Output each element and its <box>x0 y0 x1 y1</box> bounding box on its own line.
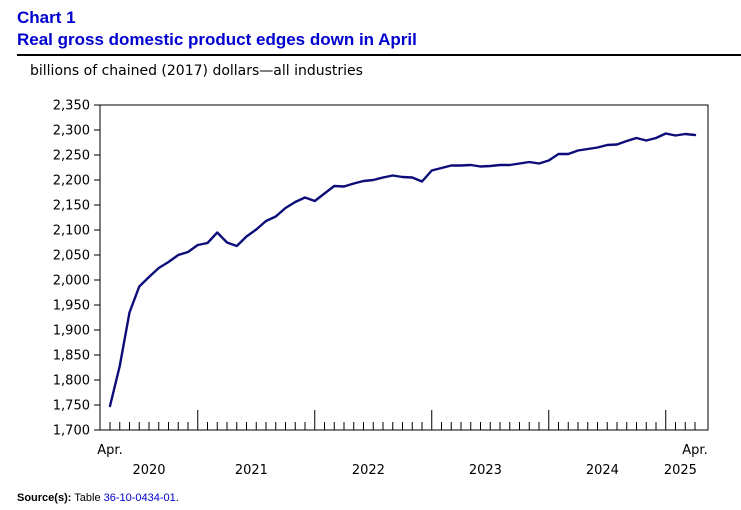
chart-number: Chart 1 <box>17 8 76 27</box>
x-year-label: 2023 <box>469 463 502 478</box>
source-text: Table <box>74 492 101 504</box>
x-axis: Apr. Apr. 2020 2021 2022 2023 2024 2025 <box>97 410 708 478</box>
y-tick-label: 1,850 <box>53 349 90 364</box>
y-tick-label: 2,350 <box>53 99 90 114</box>
plot-area <box>99 104 709 431</box>
y-tick-label: 2,200 <box>53 174 90 189</box>
y-tick-label: 2,150 <box>53 199 90 214</box>
y-tick-label: 2,100 <box>53 224 90 239</box>
y-tick-label: 2,300 <box>53 124 90 139</box>
source-suffix: . <box>175 492 179 504</box>
x-year-label: 2024 <box>586 463 619 478</box>
source-label: Source(s): <box>17 492 72 504</box>
y-tick-label: 1,750 <box>53 399 90 414</box>
chart-title: Real gross domestic product edges down i… <box>17 30 417 49</box>
title-divider <box>17 54 741 56</box>
y-tick-label: 1,900 <box>53 324 90 339</box>
y-tick-label: 1,950 <box>53 299 90 314</box>
series-line <box>108 132 697 408</box>
y-tick-label: 2,050 <box>53 249 90 264</box>
x-start-month-label: Apr. <box>97 443 122 458</box>
x-year-label: 2025 <box>664 463 697 478</box>
series-layer <box>108 132 697 408</box>
unit-label: billions of chained (2017) dollars—all i… <box>30 63 363 79</box>
y-tick-label: 2,250 <box>53 149 90 164</box>
x-year-label: 2020 <box>132 463 165 478</box>
y-tick-label: 2,000 <box>53 274 90 289</box>
x-year-label: 2021 <box>235 463 268 478</box>
y-tick-label: 1,700 <box>53 424 90 439</box>
source-table-link[interactable]: 36-10-0434-01 <box>103 492 176 504</box>
y-axis: 1,700 1,750 1,800 1,850 1,900 1,950 2,000 2,050… <box>53 99 100 439</box>
x-year-label: 2022 <box>352 463 385 478</box>
y-tick-label: 1,800 <box>53 374 90 389</box>
x-end-month-label: Apr. <box>682 443 707 458</box>
line-chart: 1,700 1,750 1,800 1,850 1,900 1,950 2,000 2,050… <box>53 99 709 478</box>
source-note: Source(s): Table 36-10-0434-01. <box>17 492 179 504</box>
